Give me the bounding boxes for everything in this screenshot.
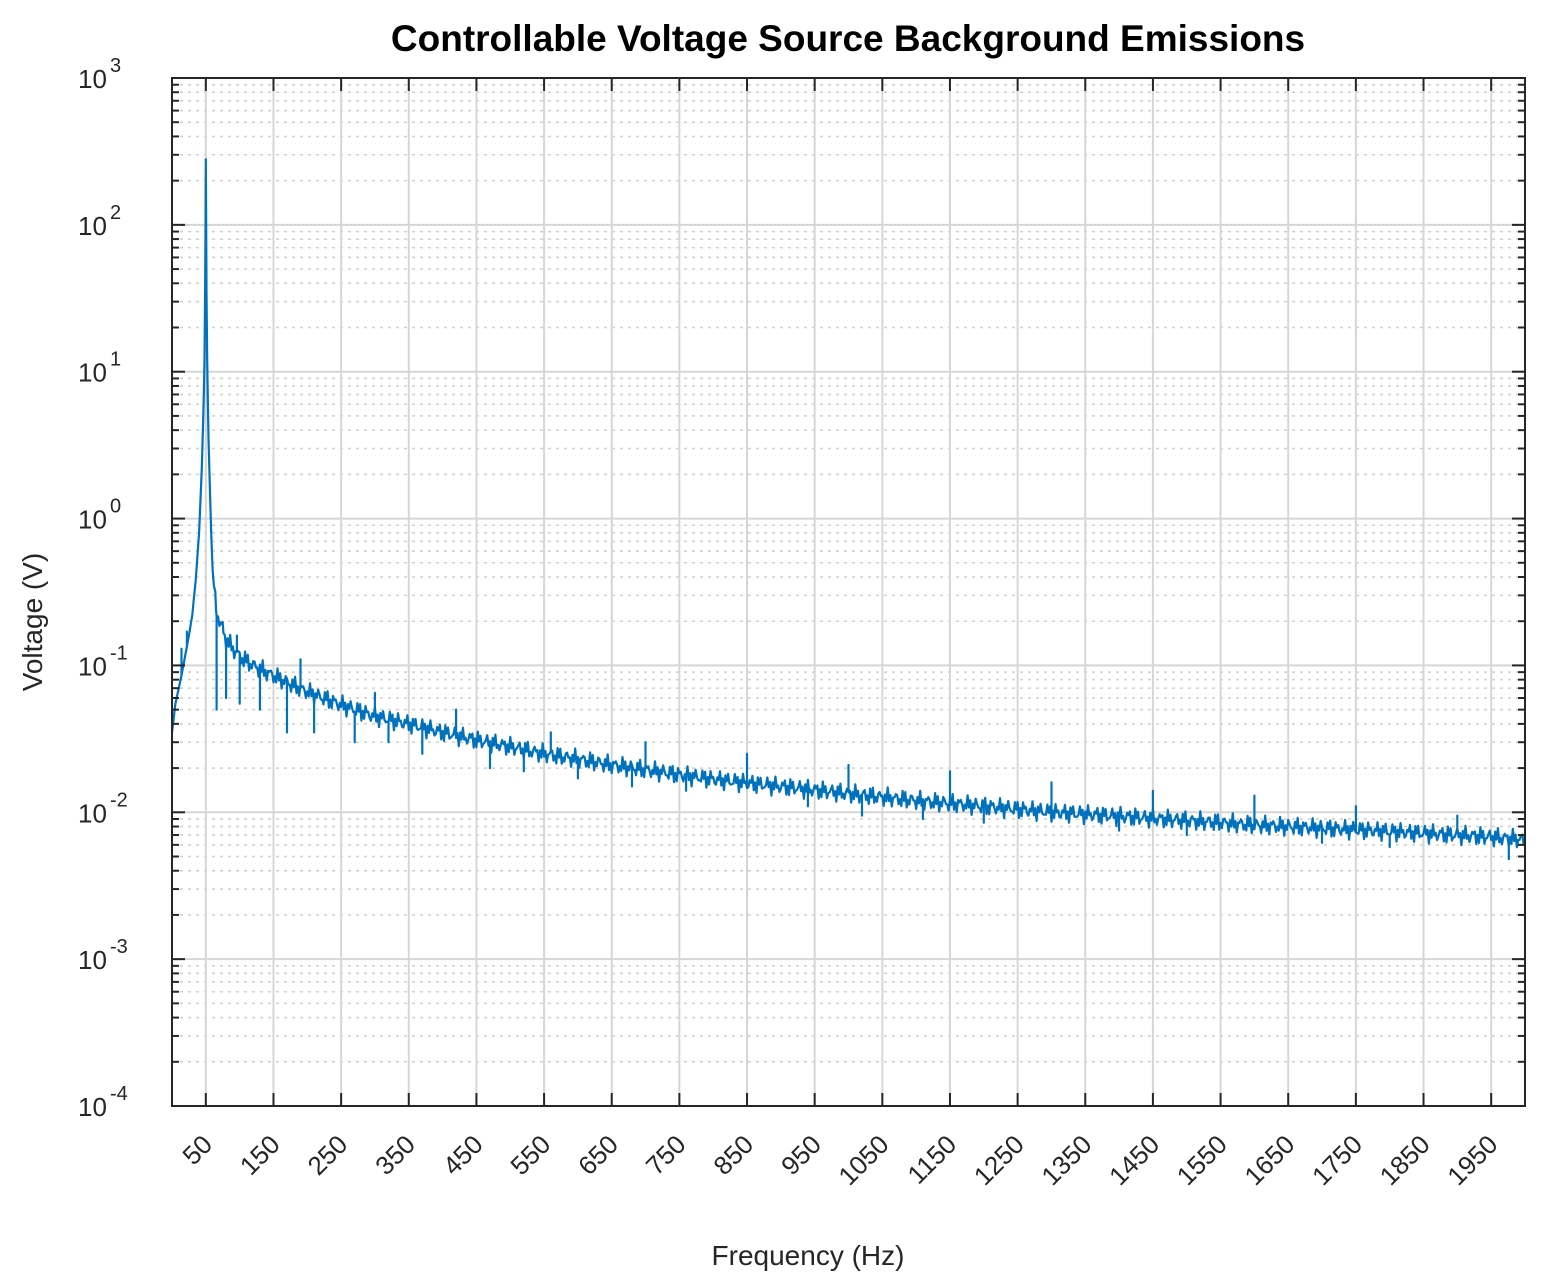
y-tick-label: 10 3 [78, 55, 121, 94]
y-tick-label-base: 10 [78, 505, 107, 535]
ticks [172, 77, 1525, 1107]
x-axis-label: Frequency (Hz) [712, 1240, 905, 1271]
y-tick-label-exponent: -3 [110, 936, 128, 958]
y-tick-label: 10 2 [78, 202, 121, 241]
y-tick-label: 10 -2 [78, 789, 128, 828]
y-tick-label-base: 10 [78, 798, 107, 828]
y-tick-label-exponent: -4 [110, 1083, 128, 1105]
y-tick-label-base: 10 [78, 358, 107, 388]
y-tick-label: 10 -3 [78, 936, 128, 975]
y-tick-label-base: 10 [78, 1092, 107, 1122]
y-tick-label-exponent: 1 [110, 349, 121, 371]
chart-title: Controllable Voltage Source Background E… [391, 18, 1305, 59]
y-tick-label-exponent: 3 [110, 55, 121, 77]
y-tick-label-exponent: 0 [110, 496, 121, 518]
y-tick-label-exponent: -1 [110, 642, 128, 664]
series-layer [170, 158, 1527, 861]
y-tick-label: 10 -4 [78, 1083, 128, 1122]
y-tick-label-base: 10 [78, 211, 107, 241]
grid [172, 77, 1525, 1107]
y-tick-label-base: 10 [78, 651, 107, 681]
y-tick-label-exponent: -2 [110, 789, 128, 811]
series-line [170, 158, 1527, 861]
y-axis-label: Voltage (V) [17, 553, 48, 692]
axes-box [171, 77, 1526, 1107]
y-tick-label: 10 1 [78, 349, 121, 388]
y-tick-label: 10 0 [78, 496, 121, 535]
y-tick-label-base: 10 [78, 945, 107, 975]
y-tick-label-exponent: 2 [110, 202, 121, 224]
y-tick-label: 10 -1 [78, 642, 128, 681]
y-tick-label-base: 10 [78, 64, 107, 94]
